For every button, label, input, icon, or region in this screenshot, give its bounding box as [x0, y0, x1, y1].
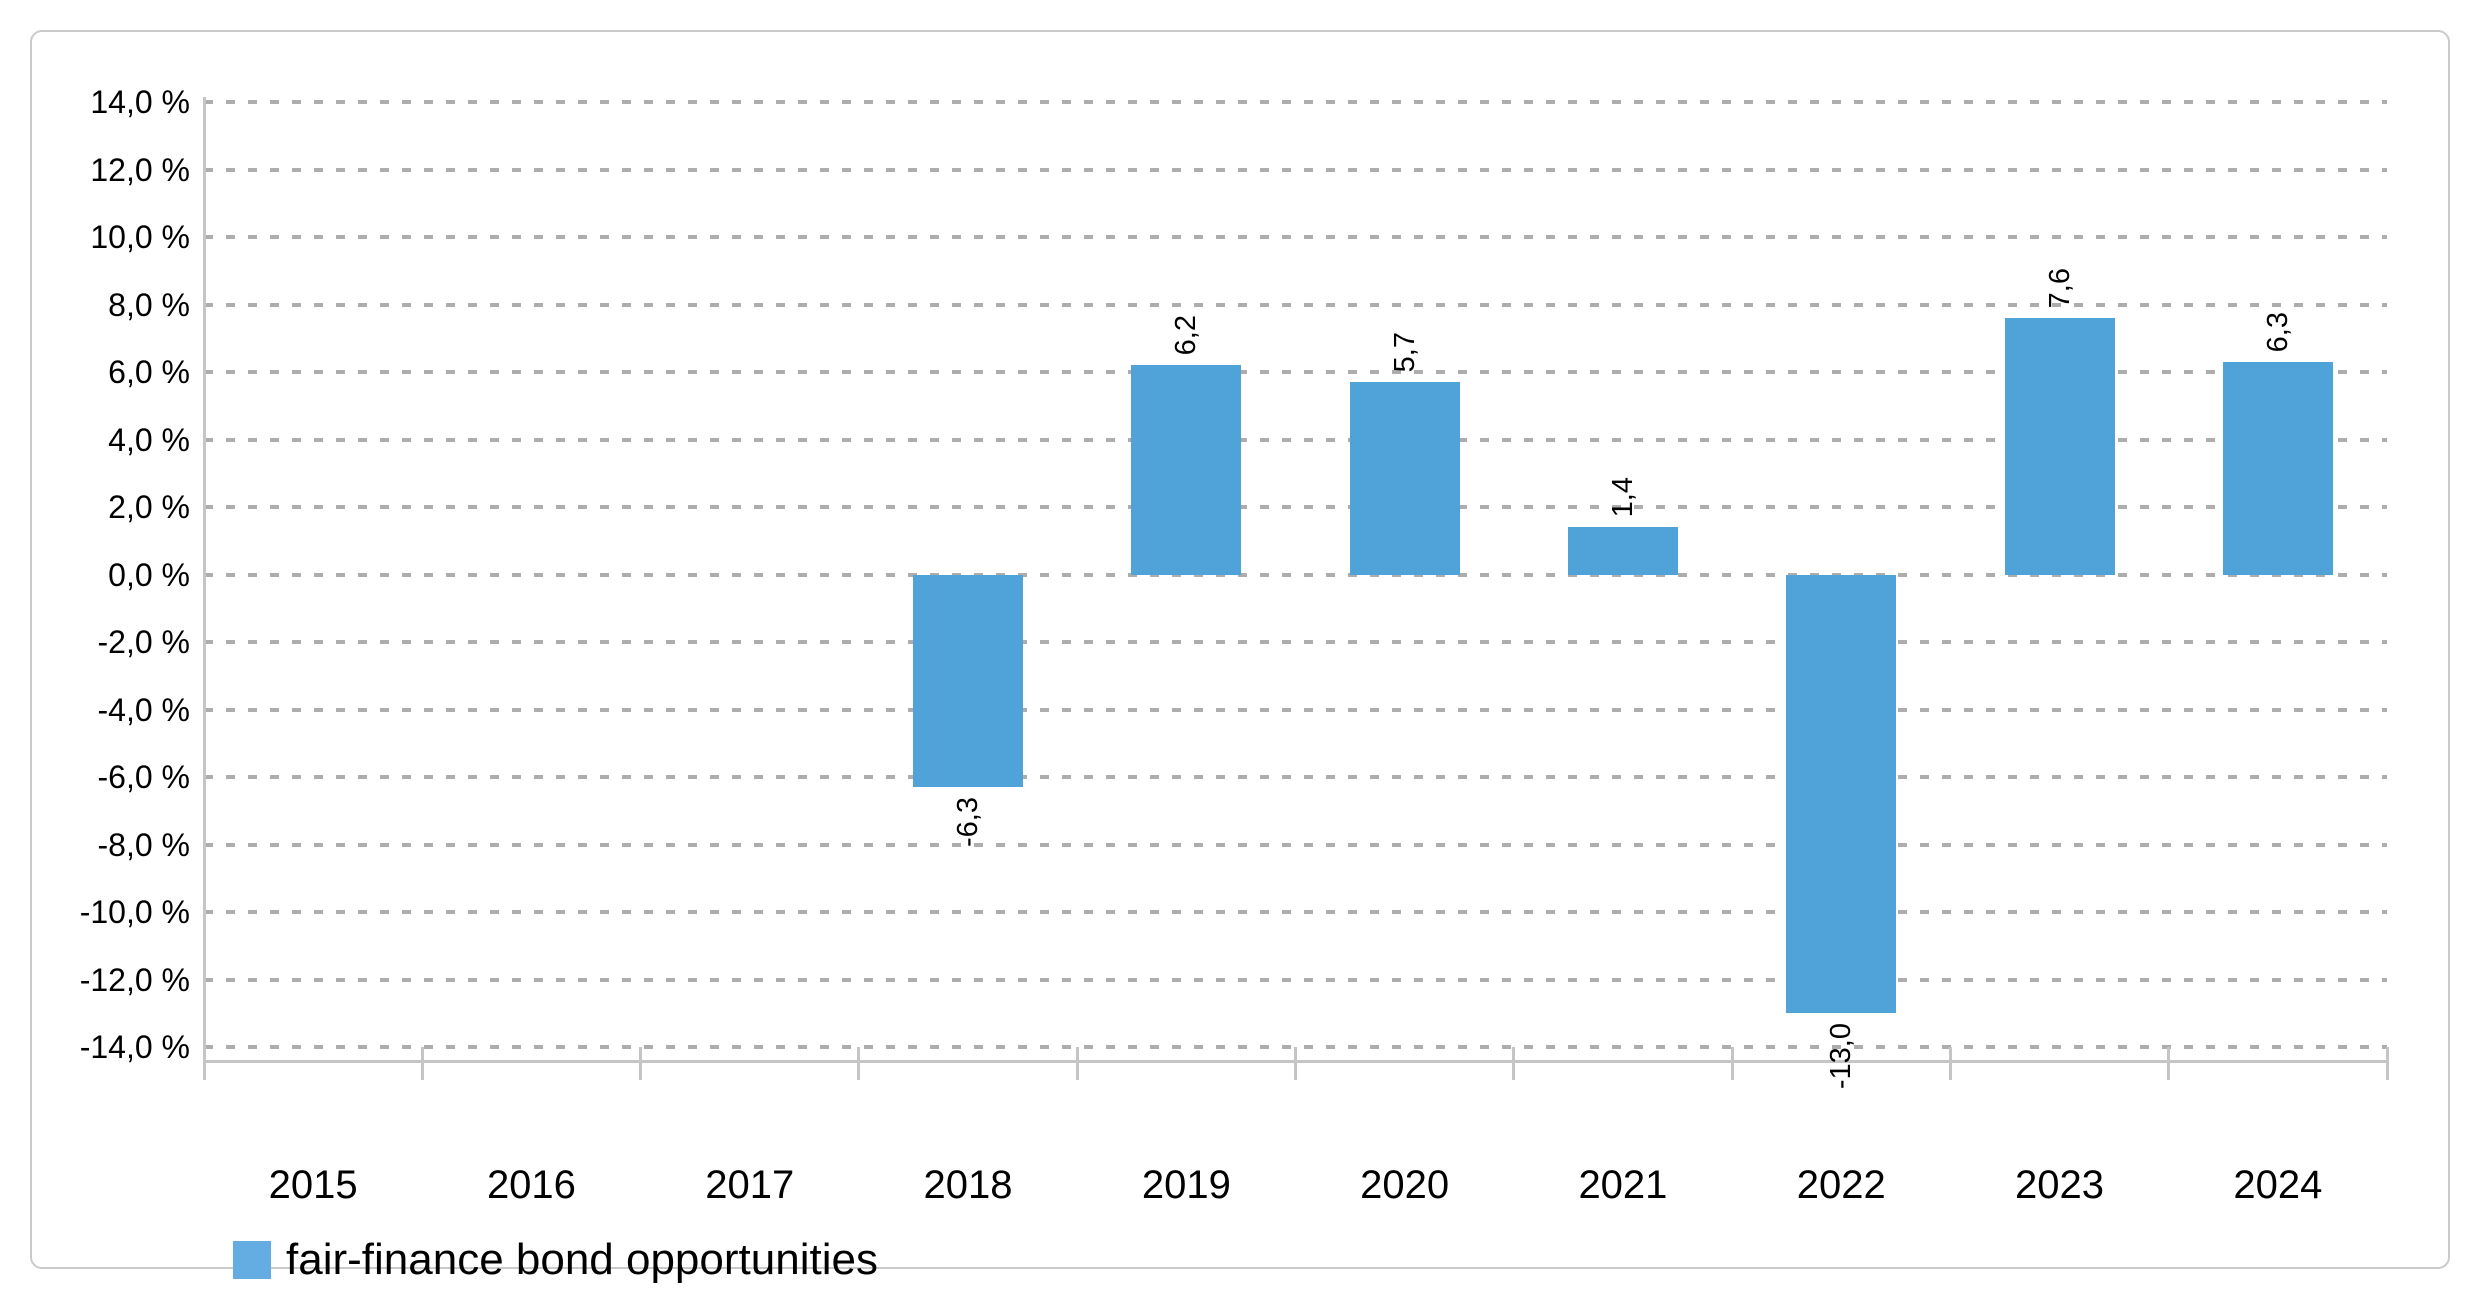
bar-value-label-anchor: -13,0 [1819, 1023, 1863, 1089]
x-axis-tick [1948, 1047, 1952, 1080]
x-axis-tick [1294, 1047, 1297, 1080]
x-axis-category-label: 2021 [1578, 1163, 1668, 1207]
bar-value-label: 5,7 [1388, 331, 1421, 373]
x-axis-tick [639, 1047, 643, 1080]
x-axis-category-label: 2016 [486, 1163, 576, 1207]
x-axis-tick [857, 1047, 861, 1080]
gridline [204, 505, 2387, 509]
gridline [204, 235, 2387, 239]
bar-value-label-anchor: 1,4 [1601, 477, 1645, 517]
gridline [204, 775, 2387, 779]
bar-value-label: -6,3 [952, 797, 985, 848]
y-axis-tick-label: 10,0 % [90, 219, 190, 255]
y-axis-tick-label: -6,0 % [97, 759, 190, 795]
y-axis-tick-label: 8,0 % [108, 286, 190, 323]
bar-value-label-anchor: 6,2 [1164, 315, 1208, 355]
y-axis-tick-label: 2,0 % [108, 489, 190, 525]
gridline [204, 842, 2387, 847]
bar-value-label: 7,6 [2043, 267, 2076, 308]
bar [2222, 361, 2333, 575]
y-axis-tick-label: -4,0 % [97, 691, 190, 728]
x-axis-category-label: 2018 [923, 1163, 1013, 1207]
bar-value-label: 6,3 [2261, 311, 2294, 352]
x-axis-tick [1730, 1047, 1734, 1080]
y-axis-tick-label: -8,0 % [97, 826, 190, 863]
bar-value-label-anchor: -6,3 [946, 797, 990, 847]
x-axis-category-label: 2017 [705, 1163, 795, 1207]
y-axis-tick-label: -12,0 % [79, 961, 190, 998]
x-axis-category-label: 2023 [2015, 1163, 2105, 1207]
x-axis-category-label: 2019 [1141, 1163, 1231, 1207]
bar-value-label: 6,2 [1170, 314, 1203, 356]
y-axis-tick-label: 12,0 % [90, 151, 190, 188]
x-axis-tick [1512, 1047, 1516, 1080]
bar-value-label: 1,4 [1606, 476, 1639, 518]
chart-legend: fair-finance bond opportunities [233, 1234, 878, 1286]
bar [913, 574, 1024, 788]
bar [1349, 382, 1460, 575]
x-axis-tick [420, 1047, 424, 1080]
gridline [204, 302, 2387, 307]
gridline [204, 572, 2387, 577]
gridline [204, 707, 2387, 712]
bar-value-label-anchor: 6,3 [2256, 312, 2300, 352]
legend-color-swatch [233, 1241, 271, 1279]
legend-series-label: fair-finance bond opportunities [286, 1235, 878, 1284]
y-axis-line [203, 97, 206, 1080]
gridline [204, 640, 2387, 644]
y-axis-tick-label: 0,0 % [108, 556, 190, 593]
bar [2004, 318, 2115, 575]
x-axis-tick [2167, 1047, 2171, 1080]
bar-value-label-anchor: 7,6 [2038, 268, 2082, 308]
bar [1131, 365, 1242, 575]
chart-card: fair-finance bond opportunities 14,0 % 12… [30, 30, 2450, 1284]
gridline [204, 910, 2387, 914]
bar [1786, 574, 1897, 1014]
gridline [204, 977, 2387, 982]
x-axis-category-label: 2022 [1796, 1163, 1886, 1207]
y-axis-tick-label: -2,0 % [97, 624, 190, 660]
x-axis-tick [2385, 1047, 2389, 1080]
gridline [204, 167, 2387, 172]
y-axis-tick-label: 4,0 % [108, 421, 190, 458]
x-axis-category-label: 2015 [268, 1163, 358, 1207]
bar-value-label-anchor: 5,7 [1383, 332, 1427, 372]
y-axis-tick-label: 14,0 % [90, 84, 190, 120]
gridline [204, 437, 2387, 442]
bar-value-label: -13,0 [1825, 1023, 1858, 1090]
y-axis-tick-label: -10,0 % [79, 894, 190, 930]
y-axis-tick-label: 6,0 % [108, 354, 190, 390]
gridline [204, 370, 2387, 374]
x-axis-tick [1075, 1047, 1079, 1080]
y-axis-tick-label: -14,0 % [79, 1029, 190, 1065]
gridline [204, 100, 2387, 104]
bar [1567, 527, 1678, 575]
x-axis-category-label: 2020 [1360, 1163, 1450, 1207]
x-axis-category-label: 2024 [2233, 1163, 2323, 1207]
